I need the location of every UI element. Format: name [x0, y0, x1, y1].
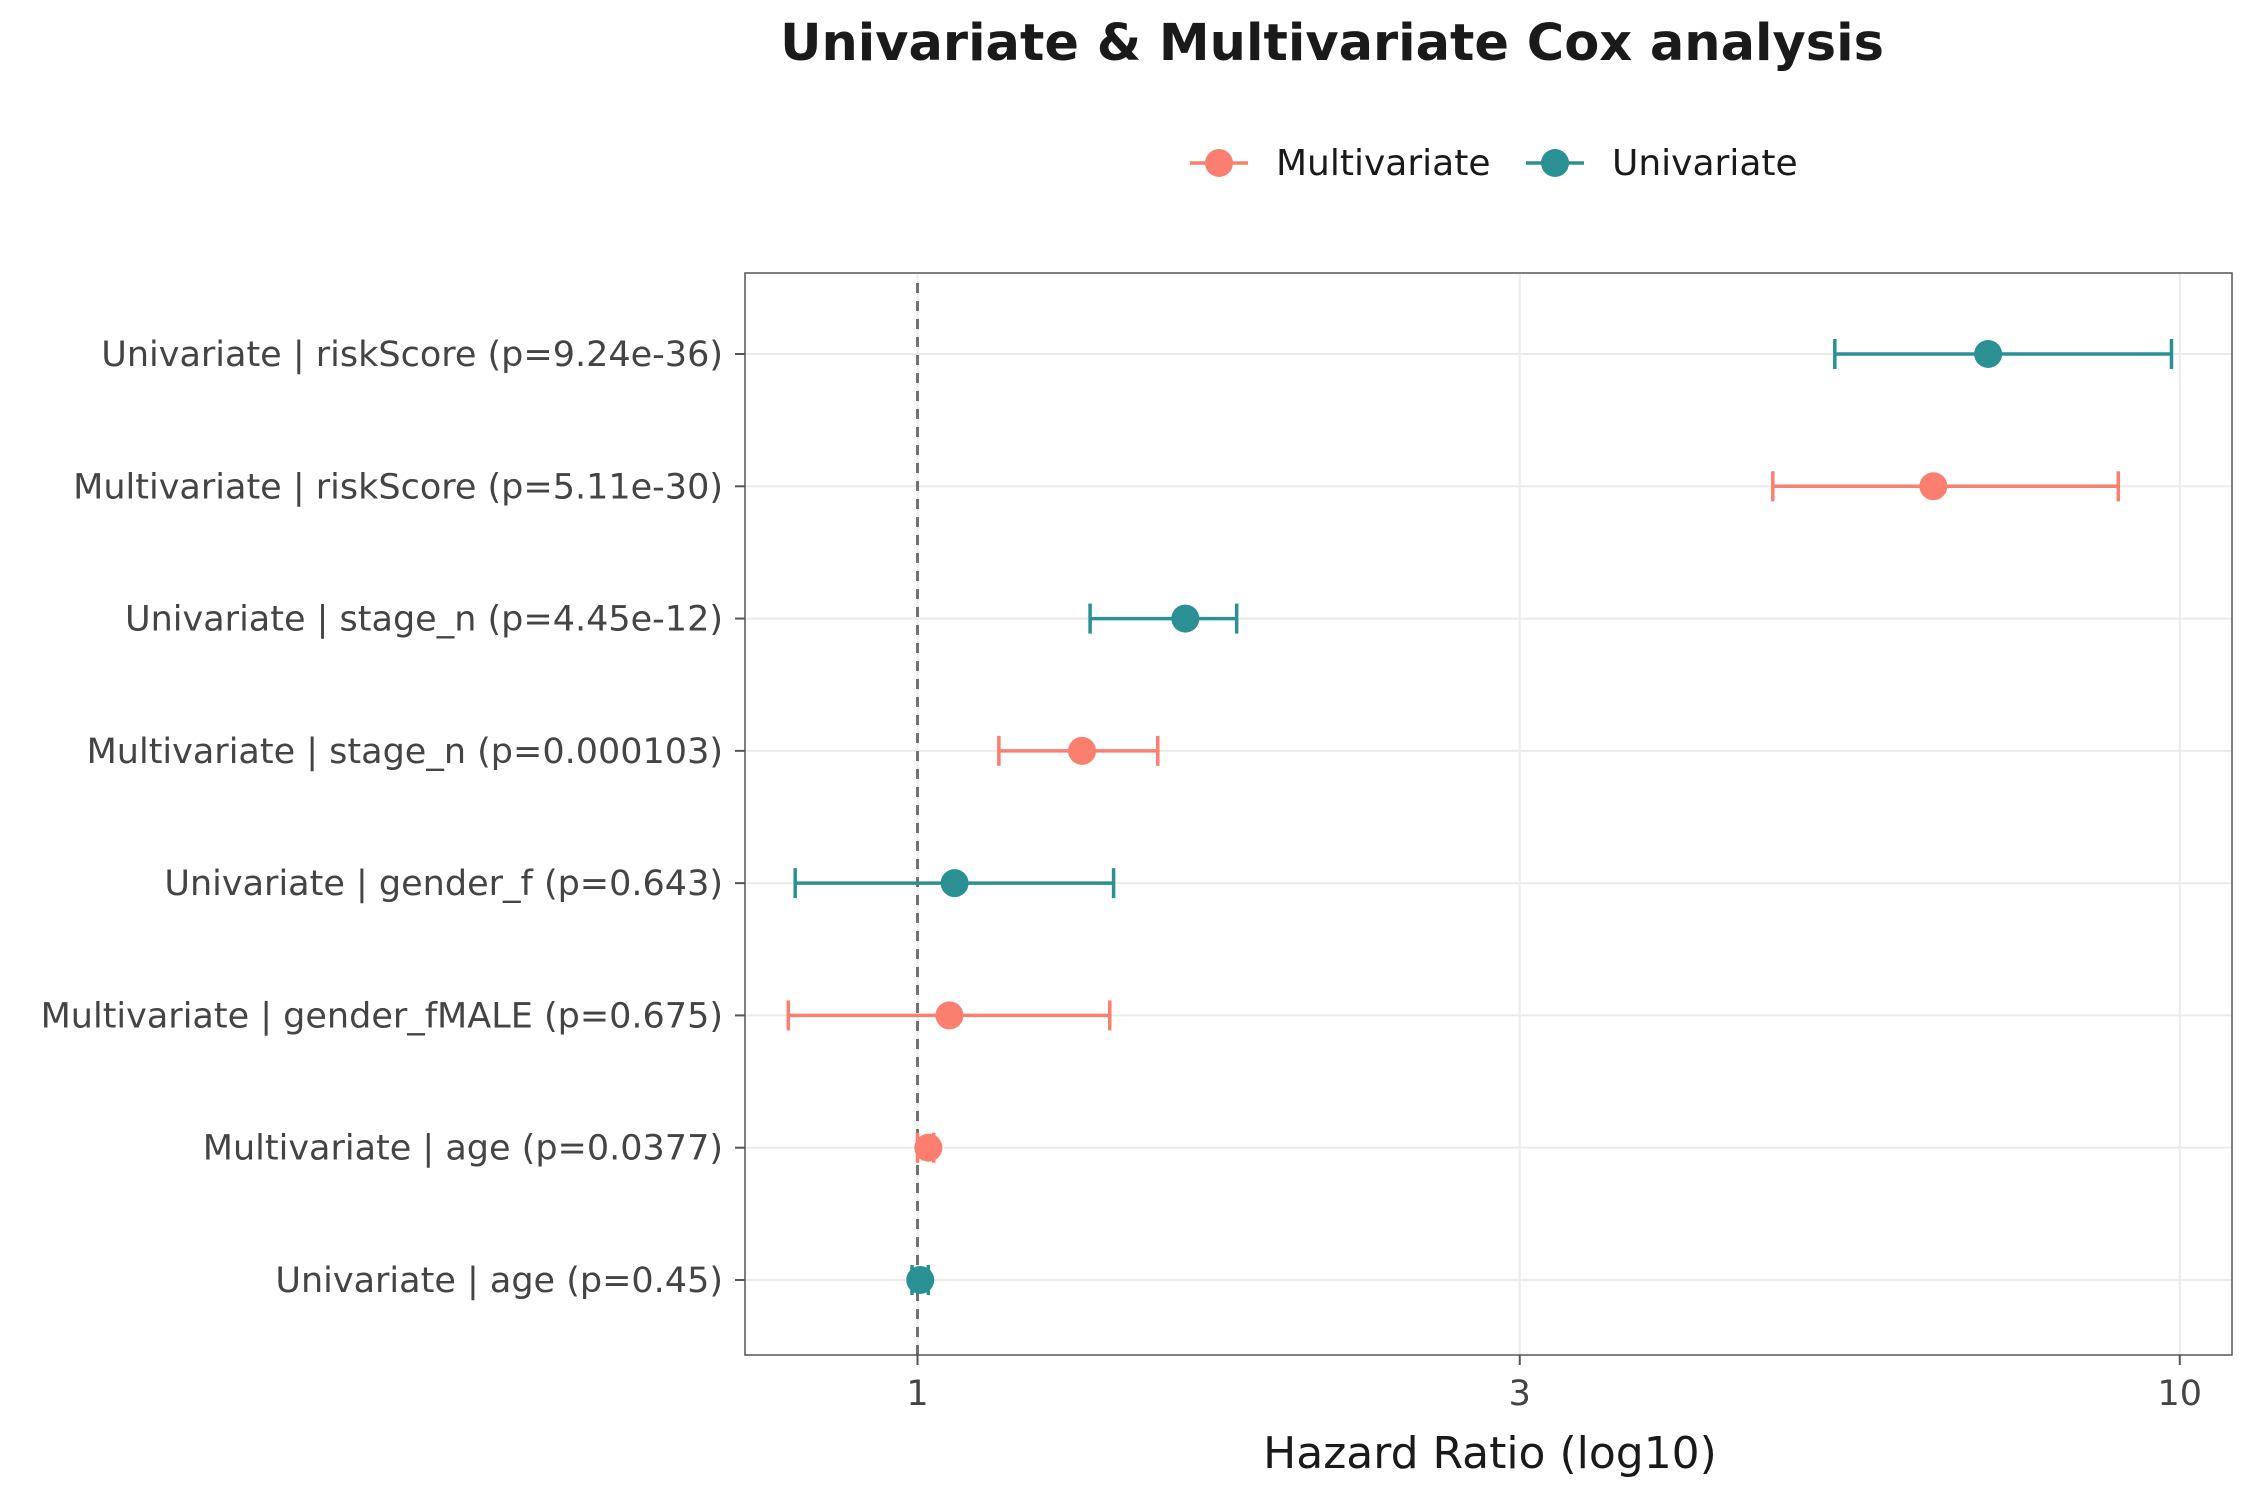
row-4	[793, 868, 1116, 899]
row-7	[906, 1265, 935, 1295]
x-tick-label: 10	[2157, 1374, 2202, 1414]
x-axis-label: Hazard Ratio (log10)	[1263, 1428, 1717, 1479]
hr-point	[1974, 340, 2003, 368]
row-3	[997, 735, 1160, 766]
row-5	[786, 1000, 1112, 1031]
hr-point	[914, 1133, 943, 1162]
legend-item-multivariate: Multivariate	[1190, 143, 1491, 184]
hr-point	[1919, 472, 1948, 501]
legend-key-point	[1205, 149, 1233, 177]
plot-panel	[745, 273, 2232, 1355]
y-tick-label: Univariate | gender_f (p=0.643)	[164, 864, 723, 904]
legend-label: Multivariate	[1276, 143, 1491, 184]
row-6	[914, 1132, 943, 1163]
x-tick-labels: 1 3 10	[906, 1355, 2202, 1414]
row-1	[1771, 471, 2121, 502]
y-tick-label: Univariate | age (p=0.45)	[275, 1261, 723, 1301]
y-tick-label: Univariate | stage_n (p=4.45e-12)	[125, 600, 723, 640]
legend-key-point	[1541, 149, 1569, 177]
legend-item-univariate: Univariate	[1526, 143, 1798, 184]
chart-title: Univariate & Multivariate Cox analysis	[780, 14, 1884, 73]
legend-label: Univariate	[1612, 143, 1798, 184]
row-0	[1833, 339, 2174, 369]
row-2	[1088, 603, 1239, 634]
plot-area	[744, 272, 2233, 1356]
hr-point	[935, 1001, 964, 1030]
y-tick-label: Univariate | riskScore (p=9.24e-36)	[101, 335, 723, 375]
plot-border	[744, 272, 2233, 1356]
x-tick-label: 1	[906, 1374, 928, 1414]
hr-point	[906, 1266, 935, 1294]
x-tick-label: 3	[1509, 1374, 1531, 1414]
hr-point	[940, 869, 969, 898]
hr-point	[1068, 736, 1097, 765]
data-rows	[786, 339, 2174, 1295]
legend: Multivariate Univariate	[1190, 143, 1798, 184]
hr-point	[1171, 604, 1200, 633]
y-tick-label: Multivariate | stage_n (p=0.000103)	[87, 732, 723, 772]
y-tick-label: Multivariate | age (p=0.0377)	[203, 1129, 723, 1169]
y-tick-label: Multivariate | riskScore (p=5.11e-30)	[73, 467, 723, 507]
y-tick-labels: Univariate | riskScore (p=9.24e-36) Multi…	[41, 335, 745, 1301]
y-tick-label: Multivariate | gender_fMALE (p=0.675)	[41, 996, 723, 1036]
